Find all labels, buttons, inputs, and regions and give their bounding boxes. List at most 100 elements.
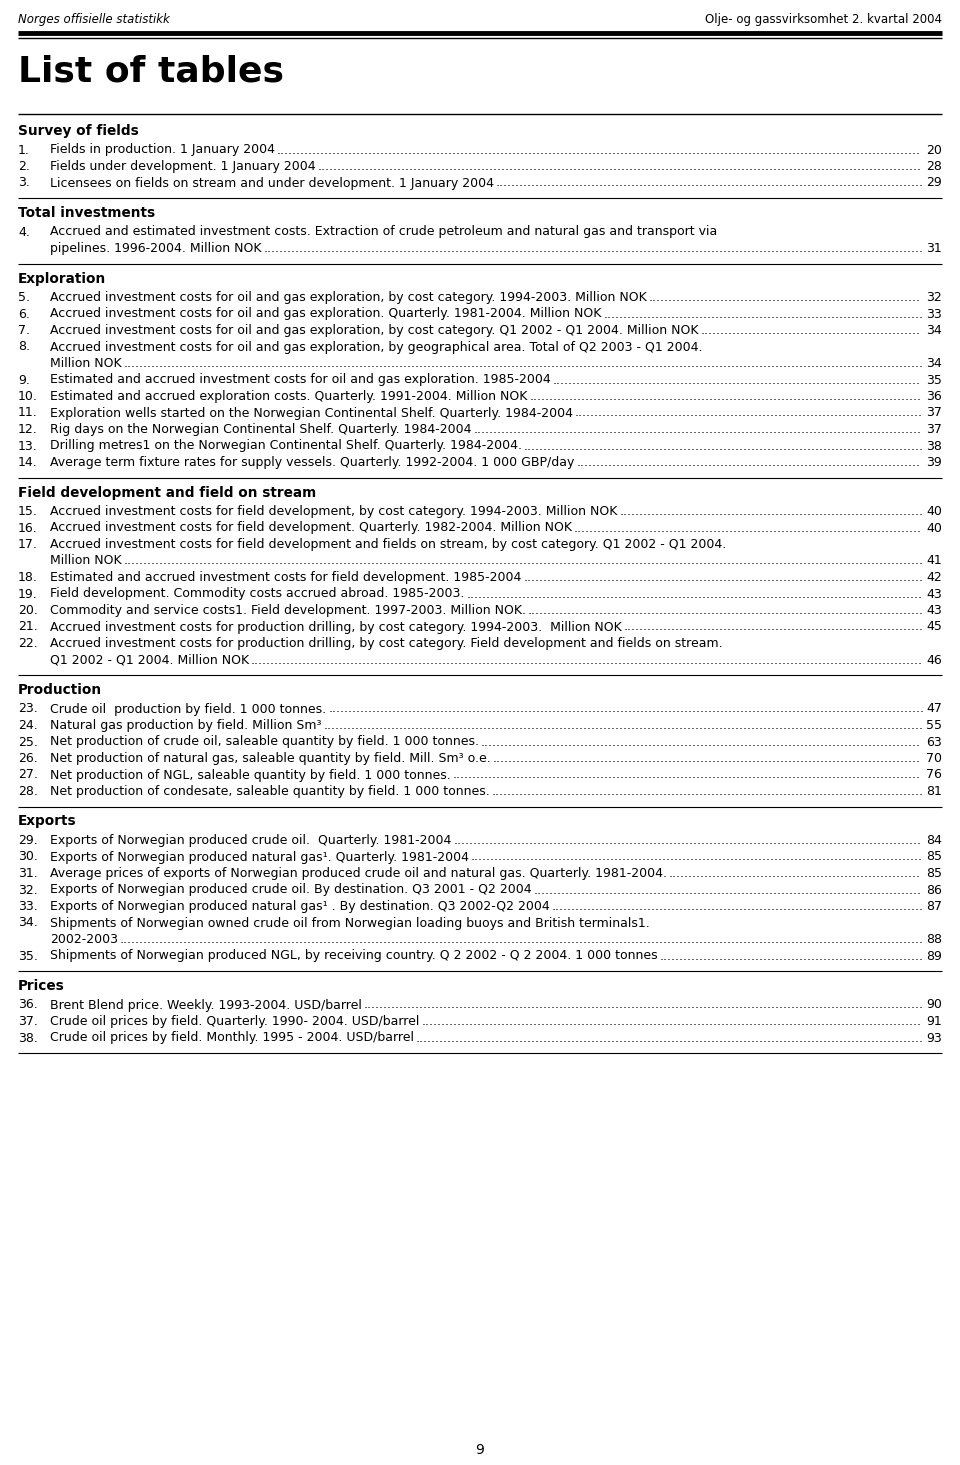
Text: Accrued investment costs for oil and gas exploration, by geographical area. Tota: Accrued investment costs for oil and gas… xyxy=(50,340,703,353)
Text: 84: 84 xyxy=(926,834,942,847)
Text: 8.: 8. xyxy=(18,340,30,353)
Text: 15.: 15. xyxy=(18,505,37,519)
Text: ................................................................................: ........................................… xyxy=(553,374,921,387)
Text: 26.: 26. xyxy=(18,752,37,765)
Text: Net production of NGL, saleable quantity by field. 1 000 tonnes.: Net production of NGL, saleable quantity… xyxy=(50,769,451,781)
Text: 16.: 16. xyxy=(18,522,37,535)
Text: 86: 86 xyxy=(926,883,942,897)
Text: 20.: 20. xyxy=(18,604,37,617)
Text: ................................................................................: ........................................… xyxy=(524,440,924,453)
Text: 63: 63 xyxy=(926,735,942,749)
Text: ................................................................................: ........................................… xyxy=(421,1015,922,1028)
Text: Rig days on the Norwegian Continental Shelf. Quarterly. 1984-2004: Rig days on the Norwegian Continental Sh… xyxy=(50,423,471,437)
Text: Norges offisielle statistikk: Norges offisielle statistikk xyxy=(18,13,170,26)
Text: Brent Blend price. Weekly. 1993-2004. USD/barrel: Brent Blend price. Weekly. 1993-2004. US… xyxy=(50,999,362,1011)
Text: ...............................................................: ........................................… xyxy=(669,867,921,880)
Text: 4.: 4. xyxy=(18,226,30,239)
Text: ................................................................................: ........................................… xyxy=(124,357,924,371)
Text: 93: 93 xyxy=(926,1031,942,1045)
Text: 46: 46 xyxy=(926,653,942,667)
Text: ................................................................................: ........................................… xyxy=(328,703,924,715)
Text: Crude oil prices by field. Monthly. 1995 - 2004. USD/barrel: Crude oil prices by field. Monthly. 1995… xyxy=(50,1031,414,1045)
Text: Million NOK: Million NOK xyxy=(50,357,122,371)
Text: 88: 88 xyxy=(926,933,942,946)
Text: ................................................................................: ........................................… xyxy=(467,587,923,601)
Text: ................................................................................: ........................................… xyxy=(124,554,924,567)
Text: Accrued investment costs for field development and fields on stream, by cost cat: Accrued investment costs for field devel… xyxy=(50,538,727,551)
Text: 38: 38 xyxy=(926,440,942,453)
Text: 35: 35 xyxy=(926,374,942,387)
Text: 25.: 25. xyxy=(18,735,37,749)
Text: ................................................................................: ........................................… xyxy=(574,522,922,535)
Text: 91: 91 xyxy=(926,1015,942,1028)
Text: ................................................................................: ........................................… xyxy=(120,933,924,946)
Text: ................................................................................: ........................................… xyxy=(492,752,921,765)
Text: 47: 47 xyxy=(926,703,942,715)
Text: ................................................................................: ........................................… xyxy=(252,653,924,667)
Text: ................................................................................: ........................................… xyxy=(492,785,924,798)
Text: Exports: Exports xyxy=(18,815,77,829)
Text: 36: 36 xyxy=(926,390,942,403)
Text: 9: 9 xyxy=(475,1443,485,1458)
Text: Fields in production. 1 January 2004: Fields in production. 1 January 2004 xyxy=(50,144,275,157)
Text: 70: 70 xyxy=(926,752,942,765)
Text: ................................................................................: ........................................… xyxy=(523,571,924,585)
Text: ................................................................................: ........................................… xyxy=(324,719,924,732)
Text: 45: 45 xyxy=(926,621,942,633)
Text: ................................................................................: ........................................… xyxy=(473,423,922,437)
Text: 90: 90 xyxy=(926,999,942,1011)
Text: 32: 32 xyxy=(926,292,942,305)
Text: 12.: 12. xyxy=(18,423,37,437)
Text: Exploration wells started on the Norwegian Continental Shelf. Quarterly. 1984-20: Exploration wells started on the Norwegi… xyxy=(50,406,573,419)
Text: Average prices of exports of Norwegian produced crude oil and natural gas. Quart: Average prices of exports of Norwegian p… xyxy=(50,867,667,880)
Text: 38.: 38. xyxy=(18,1031,37,1045)
Text: 3.: 3. xyxy=(18,176,30,189)
Text: 5.: 5. xyxy=(18,292,30,305)
Text: Exports of Norwegian produced crude oil.  Quarterly. 1981-2004: Exports of Norwegian produced crude oil.… xyxy=(50,834,451,847)
Text: Commodity and service costs1. Field development. 1997-2003. Million NOK.: Commodity and service costs1. Field deve… xyxy=(50,604,526,617)
Text: 85: 85 xyxy=(926,851,942,863)
Text: Field development and field on stream: Field development and field on stream xyxy=(18,485,316,500)
Text: 87: 87 xyxy=(926,900,942,913)
Text: Fields under development. 1 January 2004: Fields under development. 1 January 2004 xyxy=(50,160,316,173)
Text: 14.: 14. xyxy=(18,456,37,469)
Text: 55: 55 xyxy=(926,719,942,732)
Text: Licensees on fields on stream and under development. 1 January 2004: Licensees on fields on stream and under … xyxy=(50,176,494,189)
Text: 39: 39 xyxy=(926,456,942,469)
Text: Survey of fields: Survey of fields xyxy=(18,125,139,138)
Text: Estimated and accrued investment costs for field development. 1985-2004: Estimated and accrued investment costs f… xyxy=(50,571,521,585)
Text: Accrued investment costs for production drilling, by cost category. 1994-2003.  : Accrued investment costs for production … xyxy=(50,621,622,633)
Text: 34: 34 xyxy=(926,324,942,337)
Text: ................................................................................: ........................................… xyxy=(528,604,924,617)
Text: ................................................................................: ........................................… xyxy=(318,160,922,173)
Text: Crude oil prices by field. Quarterly. 1990- 2004. USD/barrel: Crude oil prices by field. Quarterly. 19… xyxy=(50,1015,420,1028)
Text: 6.: 6. xyxy=(18,308,30,321)
Text: 34.: 34. xyxy=(18,917,37,929)
Text: 2002-2003: 2002-2003 xyxy=(50,933,118,946)
Text: ................................................................................: ........................................… xyxy=(552,900,924,913)
Text: pipelines. 1996-2004. Million NOK: pipelines. 1996-2004. Million NOK xyxy=(50,242,261,255)
Text: Shipments of Norwegian owned crude oil from Norwegian loading buoys and British : Shipments of Norwegian owned crude oil f… xyxy=(50,917,650,929)
Text: Accrued investment costs for oil and gas exploration, by cost category. 1994-200: Accrued investment costs for oil and gas… xyxy=(50,292,647,305)
Text: ....................................................................: ........................................… xyxy=(649,292,921,305)
Text: 17.: 17. xyxy=(18,538,37,551)
Text: 10.: 10. xyxy=(18,390,37,403)
Text: ................................................................................: ........................................… xyxy=(496,176,924,189)
Text: Exports of Norwegian produced natural gas¹ . By destination. Q3 2002-Q2 2004: Exports of Norwegian produced natural ga… xyxy=(50,900,550,913)
Text: 37: 37 xyxy=(926,423,942,437)
Text: 21.: 21. xyxy=(18,621,37,633)
Text: ................................................................................: ........................................… xyxy=(453,769,921,781)
Text: List of tables: List of tables xyxy=(18,56,284,89)
Text: Net production of natural gas, saleable quantity by field. Mill. Sm³ o.e.: Net production of natural gas, saleable … xyxy=(50,752,491,765)
Text: Accrued investment costs for field development. Quarterly. 1982-2004. Million NO: Accrued investment costs for field devel… xyxy=(50,522,572,535)
Text: Q1 2002 - Q1 2004. Million NOK: Q1 2002 - Q1 2004. Million NOK xyxy=(50,653,250,667)
Text: 37.: 37. xyxy=(18,1015,37,1028)
Text: 34: 34 xyxy=(926,357,942,371)
Text: Estimated and accrued exploration costs. Quarterly. 1991-2004. Million NOK: Estimated and accrued exploration costs.… xyxy=(50,390,527,403)
Text: 19.: 19. xyxy=(18,587,37,601)
Text: Field development. Commodity costs accrued abroad. 1985-2003.: Field development. Commodity costs accru… xyxy=(50,587,465,601)
Text: 9.: 9. xyxy=(18,374,30,387)
Text: ................................................................................: ........................................… xyxy=(277,144,921,157)
Text: 28.: 28. xyxy=(18,785,37,798)
Text: 27.: 27. xyxy=(18,769,37,781)
